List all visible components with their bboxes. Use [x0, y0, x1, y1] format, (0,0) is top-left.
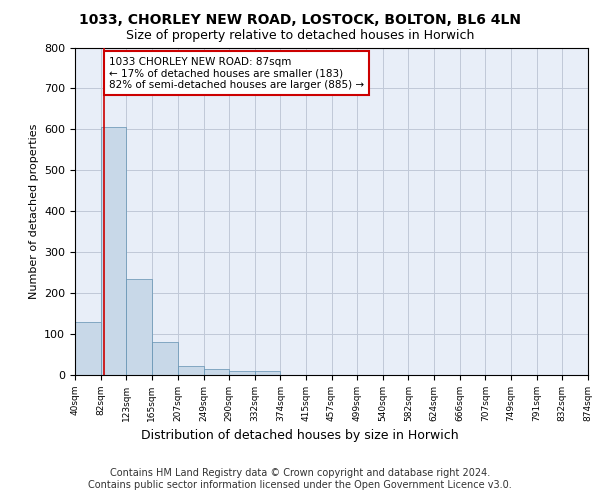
Text: 1033 CHORLEY NEW ROAD: 87sqm
← 17% of detached houses are smaller (183)
82% of s: 1033 CHORLEY NEW ROAD: 87sqm ← 17% of de…: [109, 56, 364, 90]
Text: Contains HM Land Registry data © Crown copyright and database right 2024.
Contai: Contains HM Land Registry data © Crown c…: [88, 468, 512, 490]
Bar: [152, 342, 178, 375]
Bar: [254, 371, 280, 375]
Bar: [203, 370, 229, 375]
Bar: [229, 371, 254, 375]
Y-axis label: Number of detached properties: Number of detached properties: [29, 124, 38, 299]
Bar: [126, 279, 152, 375]
Text: 1033, CHORLEY NEW ROAD, LOSTOCK, BOLTON, BL6 4LN: 1033, CHORLEY NEW ROAD, LOSTOCK, BOLTON,…: [79, 12, 521, 26]
Text: Distribution of detached houses by size in Horwich: Distribution of detached houses by size …: [141, 428, 459, 442]
Text: Size of property relative to detached houses in Horwich: Size of property relative to detached ho…: [126, 29, 474, 42]
Bar: [75, 322, 101, 375]
Bar: [101, 128, 126, 375]
Bar: [178, 366, 203, 375]
